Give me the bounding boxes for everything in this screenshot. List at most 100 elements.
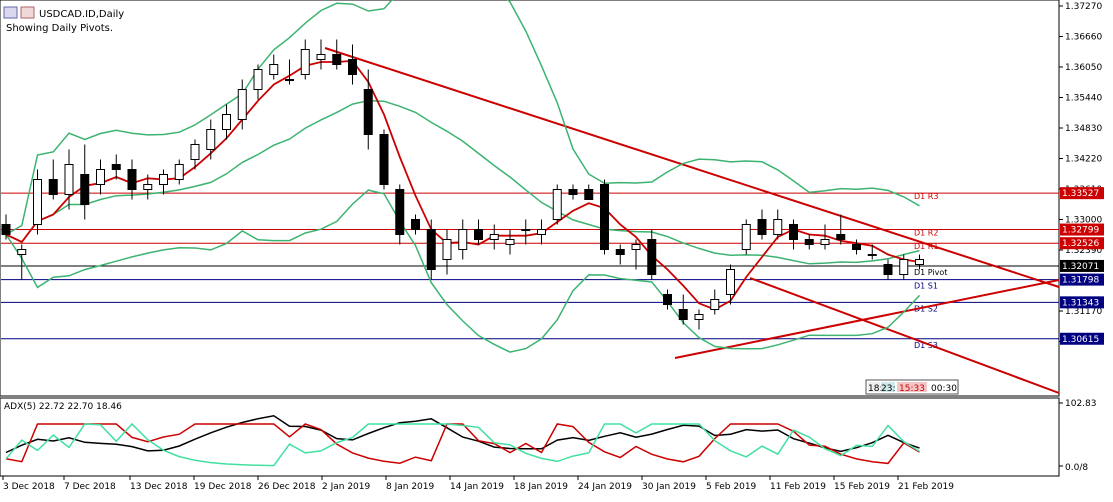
candle-body[interactable] (363, 89, 373, 135)
candle-body[interactable] (111, 164, 121, 170)
lower-trendline-b[interactable] (749, 277, 1060, 394)
candle-body[interactable] (915, 259, 924, 265)
candle-body[interactable] (174, 164, 184, 180)
date-tick: 13 Dec 2018 (130, 482, 188, 492)
candle-body[interactable] (33, 179, 42, 225)
candle-body[interactable] (584, 189, 594, 200)
candle-body[interactable] (710, 299, 720, 310)
candle-body[interactable] (458, 229, 468, 250)
candle-body[interactable] (647, 239, 657, 275)
price-tick: 1.35440 (1065, 94, 1102, 104)
candle-body[interactable] (269, 64, 279, 75)
price-level-tag-text: 1.31343 (1062, 298, 1099, 308)
date-tick: 5 Feb 2019 (706, 482, 757, 492)
date-tick: 30 Jan 2019 (642, 482, 696, 492)
candlesticks[interactable] (1, 39, 924, 330)
date-tick: 2 Jan 2019 (322, 482, 370, 492)
candle-body[interactable] (159, 174, 168, 185)
candle-body[interactable] (899, 259, 909, 275)
price-level-tag (1060, 296, 1104, 309)
candle-body[interactable] (253, 69, 263, 90)
candle-body[interactable] (505, 239, 515, 245)
candle-body[interactable] (1, 224, 11, 235)
candle-body[interactable] (773, 219, 783, 235)
candle-body[interactable] (300, 49, 310, 75)
candle-body[interactable] (820, 239, 830, 245)
candle-body[interactable] (600, 184, 609, 250)
candle-body[interactable] (379, 134, 389, 185)
candle-body[interactable] (395, 189, 405, 235)
support-trendline[interactable] (674, 279, 1060, 359)
countdown-c: 15:33 (899, 384, 925, 394)
date-axis[interactable]: 3 Dec 2018 7 Dec 2018 13 Dec 2018 19 Dec 20… (2, 476, 954, 492)
pivot-label: D1 S2 (914, 304, 938, 313)
candle-body[interactable] (190, 144, 200, 160)
candle-body[interactable] (804, 239, 814, 245)
candle-body[interactable] (474, 229, 483, 240)
candle-body[interactable] (489, 234, 499, 240)
candle-body[interactable] (96, 169, 105, 185)
candle-body[interactable] (411, 219, 420, 230)
upper-trendline-a[interactable] (324, 47, 1060, 288)
candle-body[interactable] (80, 174, 90, 205)
candle-body[interactable] (726, 269, 735, 295)
price-level-tags: 1.33527 1.32799 1.32526 1.31798 1.31343 1.306… (1060, 187, 1104, 345)
candle-body[interactable] (883, 264, 893, 275)
countdown-cell-c (897, 382, 927, 392)
adx-label: ADX(5) 22.72 22.70 18.46 (4, 402, 122, 412)
trendlines[interactable] (324, 47, 1060, 394)
candle-body[interactable] (789, 224, 798, 240)
candle-body[interactable] (237, 89, 247, 120)
candle-body[interactable] (426, 229, 436, 270)
candle-body[interactable] (521, 229, 531, 231)
candle-body[interactable] (631, 244, 641, 250)
price-level-tag-text: 1.33527 (1062, 189, 1099, 199)
candle-body[interactable] (741, 224, 751, 250)
candle-body[interactable] (143, 184, 153, 190)
lower-band (5, 189, 921, 353)
candle-body[interactable] (552, 189, 562, 220)
candle-body[interactable] (678, 309, 688, 320)
pivot-label: D1 R2 (914, 229, 938, 238)
pivot-label: D1 R1 (914, 242, 938, 251)
candle-body[interactable] (836, 234, 846, 240)
pivot-label: D1 S1 (914, 282, 938, 291)
candle-body[interactable] (867, 254, 877, 256)
candle-body[interactable] (568, 189, 578, 195)
date-tick: 15 Feb 2019 (834, 482, 890, 492)
price-tick: 1.36660 (1065, 33, 1102, 43)
candle-body[interactable] (332, 54, 342, 65)
price-level-tag (1060, 273, 1104, 286)
price-tick: 1.33000 (1065, 216, 1102, 226)
candle-body[interactable] (852, 244, 861, 250)
candle-body[interactable] (48, 179, 58, 195)
date-tick: 18 Jan 2019 (514, 482, 568, 492)
candle-body[interactable] (285, 79, 294, 81)
candle-body[interactable] (615, 249, 625, 255)
candle-body[interactable] (348, 59, 357, 75)
countdown-a: 18: (868, 384, 882, 394)
pivot-label: D1 R3 (914, 192, 938, 201)
main-chart-panel[interactable] (0, 0, 1060, 397)
candle-body[interactable] (17, 249, 27, 255)
candle-body[interactable] (694, 314, 704, 320)
candle-body[interactable] (537, 229, 546, 235)
countdown-timer: 18: 23: 15:33 00:30 (865, 379, 959, 395)
candle-body[interactable] (64, 164, 74, 195)
candle-body[interactable] (222, 114, 231, 130)
candle-body[interactable] (663, 294, 672, 305)
candle-body[interactable] (757, 219, 767, 235)
date-tick: 3 Dec 2018 (3, 482, 55, 492)
current-price-text: 1.32071 (1062, 262, 1099, 272)
candle-body[interactable] (442, 239, 452, 260)
date-tick: 11 Feb 2019 (770, 482, 826, 492)
candle-body[interactable] (206, 129, 216, 150)
middle-band (5, 99, 920, 265)
price-tick: 1.32390 (1065, 246, 1102, 256)
candle-body[interactable] (316, 54, 326, 60)
price-level-tag (1060, 187, 1104, 200)
candle-body[interactable] (127, 169, 137, 190)
price-axis[interactable]: 1.37270 1.36660 1.36050 1.35440 1.34830 1.342… (1059, 2, 1102, 348)
